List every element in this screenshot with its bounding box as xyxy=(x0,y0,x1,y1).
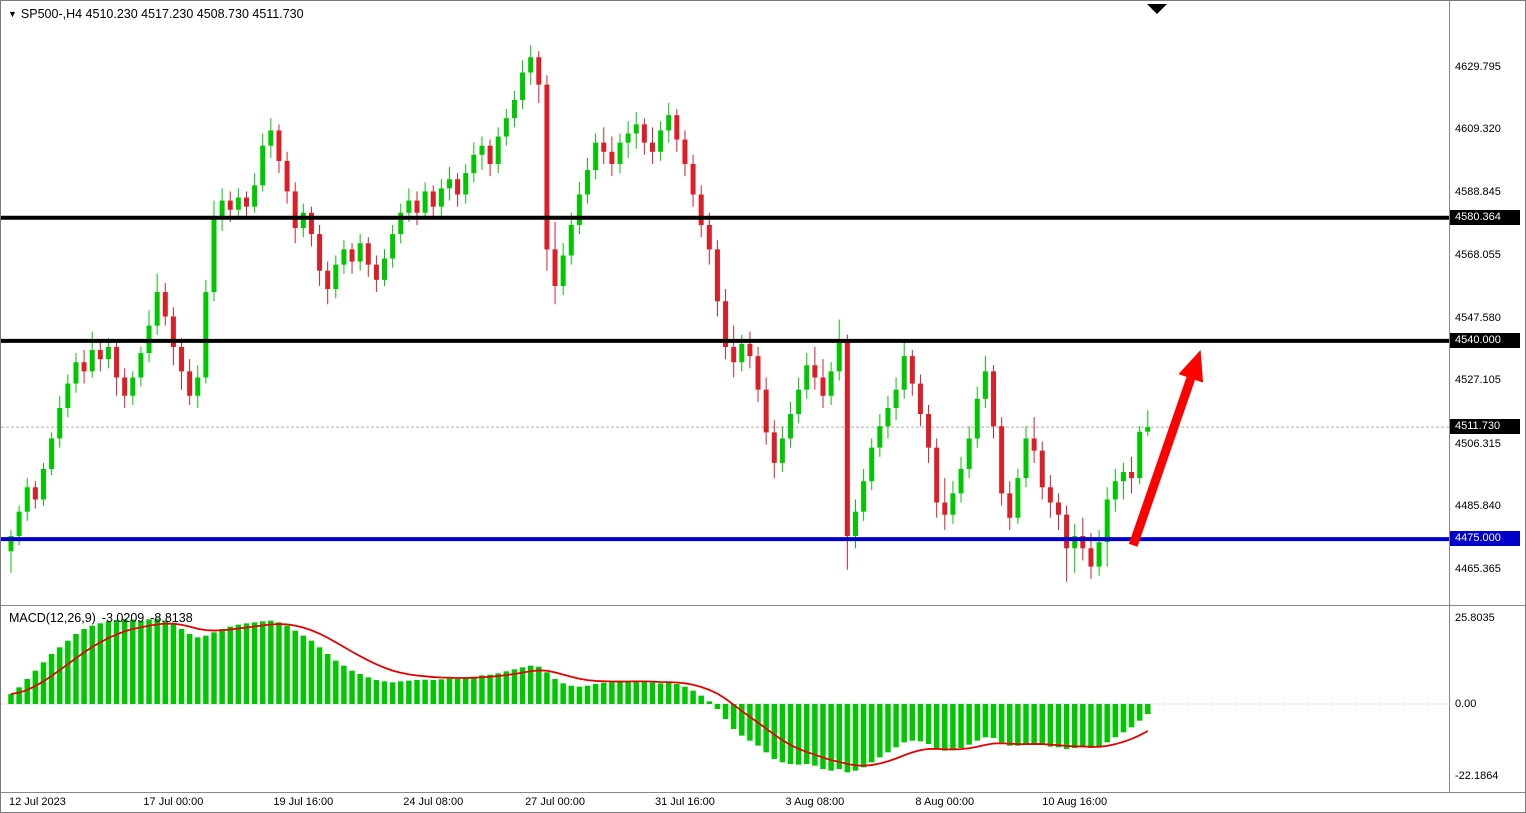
price-axis-divider xyxy=(1449,1,1450,792)
macd-histogram xyxy=(8,618,1151,773)
time-axis-label: 12 Jul 2023 xyxy=(9,796,66,808)
price-badge-4475.000: 4475.000 xyxy=(1450,531,1520,547)
time-axis-label: 19 Jul 16:00 xyxy=(273,796,334,808)
macd-scale-label: 0.00 xyxy=(1455,698,1477,710)
time-axis-separator xyxy=(1,792,1525,793)
time-axis-label: 27 Jul 00:00 xyxy=(525,796,585,808)
time-axis-label: 17 Jul 00:00 xyxy=(143,796,204,808)
price-axis-label: 4588.845 xyxy=(1455,185,1501,198)
macd-signal-line xyxy=(10,622,1149,767)
time-axis-label: 31 Jul 16:00 xyxy=(654,796,715,808)
chart-title-text: SP500-,H4 4510.230 4517.230 4508.730 451… xyxy=(20,7,304,21)
chart-title: ▼ SP500-,H4 4510.230 4517.230 4508.730 45… xyxy=(8,7,304,21)
price-axis-label: 4547.580 xyxy=(1455,311,1501,324)
time-axis-label: 24 Jul 08:00 xyxy=(403,796,464,808)
candles xyxy=(8,45,1151,582)
macd-main-value: -3.0209 xyxy=(101,611,145,625)
macd-scale-label: -22.1864 xyxy=(1455,770,1499,782)
time-axis-label: 3 Aug 08:00 xyxy=(785,796,845,808)
trend-arrow-head[interactable] xyxy=(1178,350,1204,383)
macd-indicator-label: MACD(12,26,9) -3.0209 -8.8138 xyxy=(9,611,199,625)
price-badge-4540.000: 4540.000 xyxy=(1450,332,1520,348)
macd-signal-value: -8.8138 xyxy=(150,611,193,625)
time-axis-label: 8 Aug 00:00 xyxy=(915,796,975,808)
panel-separator[interactable] xyxy=(1,605,1525,606)
macd-panel-canvas[interactable] xyxy=(1,606,1449,792)
price-axis-label: 4568.055 xyxy=(1455,249,1501,262)
price-chart-canvas[interactable] xyxy=(1,1,1449,606)
macd-scale-label: 25.8035 xyxy=(1455,612,1495,624)
price-badge-4580.364: 4580.364 xyxy=(1450,209,1520,225)
price-axis-label: 4485.840 xyxy=(1455,500,1501,513)
price-axis-label: 4527.105 xyxy=(1455,374,1501,387)
trend-arrow-shaft[interactable] xyxy=(1128,376,1196,547)
chart-shift-marker-icon[interactable] xyxy=(1147,4,1167,14)
price-axis-label: 4465.365 xyxy=(1455,562,1501,575)
macd-name: MACD(12,26,9) xyxy=(9,611,96,625)
price-axis-label: 4629.795 xyxy=(1455,61,1501,73)
price-badge-4511.730: 4511.730 xyxy=(1450,419,1520,435)
price-axis-label: 4609.320 xyxy=(1455,123,1501,136)
price-axis-label: 4506.315 xyxy=(1455,437,1501,450)
symbol-marker-icon: ▼ xyxy=(8,9,17,19)
time-axis-label: 10 Aug 16:00 xyxy=(1042,796,1108,808)
